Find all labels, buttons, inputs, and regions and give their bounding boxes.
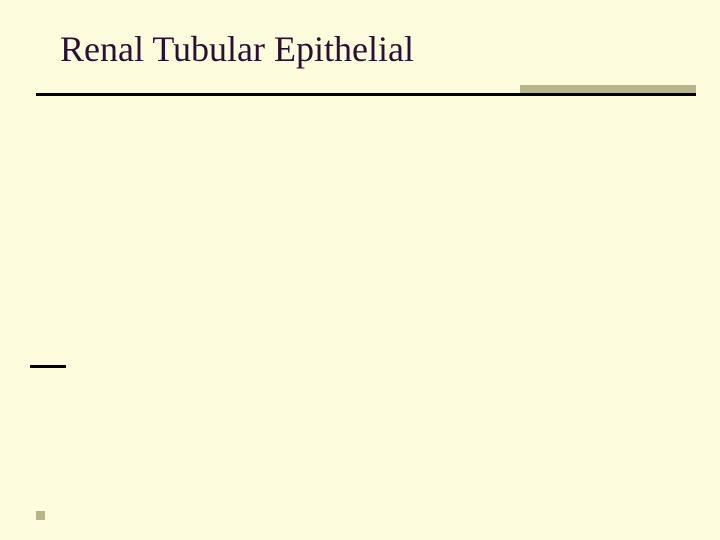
left-side-tick [30,365,66,368]
footer-bullet-square [36,511,45,520]
slide-container: Renal Tubular Epithelial [0,0,720,540]
slide-title: Renal Tubular Epithelial [60,28,414,70]
title-underline-main [36,93,696,96]
